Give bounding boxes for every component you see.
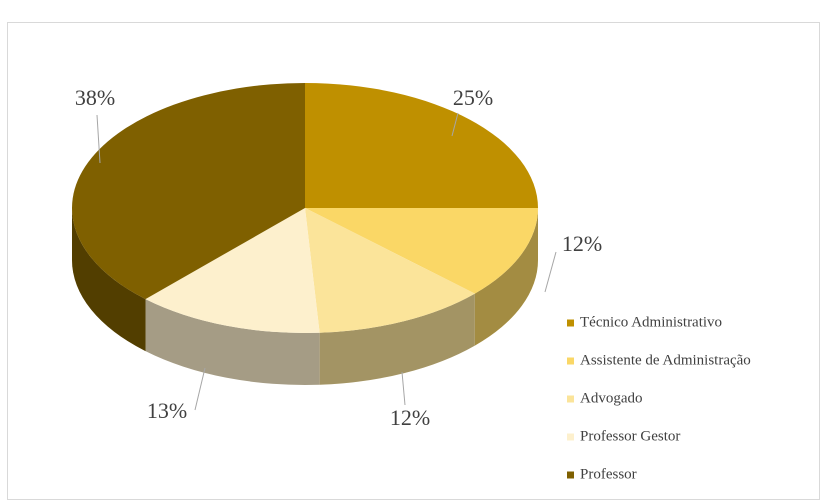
pie-wall: [145, 299, 320, 385]
pie-wall: [319, 293, 475, 385]
pie-wall-shade: [145, 299, 320, 385]
legend-swatch: [567, 471, 574, 479]
data-label: 13%: [147, 398, 187, 423]
legend-label: Técnico Administrativo: [580, 314, 722, 330]
leader-line: [544, 251, 557, 293]
leader-line: [401, 371, 406, 406]
pie-wall: [72, 208, 146, 352]
legend-swatch: [567, 357, 574, 365]
legend-label: Professor Gestor: [580, 428, 680, 444]
pie-slice: [72, 83, 305, 300]
legend-label: Professor: [580, 466, 637, 482]
data-label: 38%: [75, 85, 115, 110]
pie-slice: [305, 208, 538, 294]
legend-swatch: [567, 319, 574, 327]
data-label: 12%: [390, 405, 430, 430]
pie-wall-shade: [72, 208, 146, 352]
leader-line: [194, 367, 206, 411]
legend-label: Advogado: [580, 390, 643, 406]
pie-slice: [145, 208, 320, 333]
legend-label: Assistente de Administração: [580, 352, 751, 368]
data-label: 25%: [453, 85, 493, 110]
data-label: 12%: [562, 231, 602, 256]
legend-swatch: [567, 433, 574, 441]
pie-wall-shade: [474, 208, 538, 346]
pie-slice: [305, 83, 538, 208]
leader-line: [451, 112, 459, 137]
legend-swatch: [567, 395, 574, 403]
pie-slice: [305, 208, 475, 333]
pie-wall-shade: [319, 293, 475, 385]
pie-wall: [474, 208, 538, 346]
leader-line: [96, 114, 101, 164]
